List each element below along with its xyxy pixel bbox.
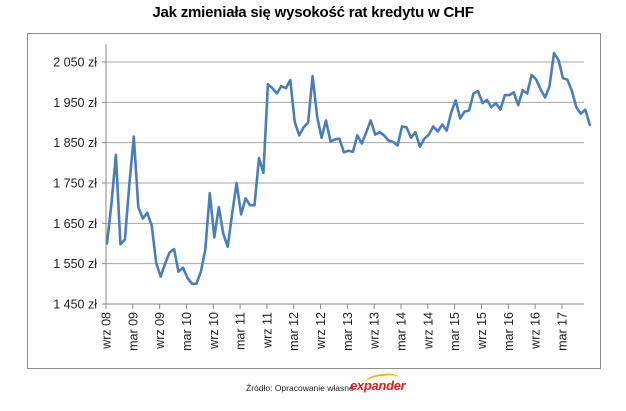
brand-logo: expander [350,378,406,393]
chart-title: Jak zmieniała się wysokość rat kredytu w… [152,4,474,21]
x-tick-label: wrz 11 [260,312,274,349]
x-tick-label: mar 16 [502,312,516,351]
x-axis: wrz 08 mar 09 wrz 09 mar 10 wrz 10 mar 11 wrz … [100,303,584,351]
x-tick-label: wrz 10 [207,312,221,350]
y-tick-label: 1 550 zł [53,257,97,271]
x-tick-label: mar 11 [234,312,248,350]
y-tick-label: 1 750 zł [53,177,97,191]
x-tick-label: wrz 09 [153,312,167,350]
y-tick-label: 1 450 zł [53,298,97,312]
gridlines [106,61,584,265]
y-tick-label: 1 950 zł [53,96,97,110]
x-tick-label: mar 17 [555,312,569,351]
y-tick-label: 2 050 zł [53,56,97,70]
x-tick-label: mar 14 [395,312,409,351]
x-tick-label: wrz 15 [475,312,489,350]
y-tick-label: 1 650 zł [53,217,97,231]
x-tick-label: wrz 12 [314,312,328,350]
source-note: Źródło: Opracowanie własne [246,383,354,393]
x-tick-label: wrz 08 [100,312,114,350]
x-tick-label: mar 15 [448,312,462,351]
data-series-line [105,51,592,286]
x-tick-label: wrz 16 [529,312,543,350]
x-tick-label: wrz 13 [368,312,382,350]
x-tick-label: mar 09 [126,312,140,351]
x-tick-label: mar 13 [341,312,355,351]
y-axis: 2 050 zł 1 950 zł 1 850 zł 1 750 zł 1 650 zł… [53,44,107,312]
chart-frame [27,33,601,369]
x-tick-label: wrz 14 [421,312,435,350]
y-tick-label: 1 850 zł [53,136,97,150]
x-tick-label: mar 10 [180,312,194,351]
x-tick-label: mar 12 [287,312,301,351]
